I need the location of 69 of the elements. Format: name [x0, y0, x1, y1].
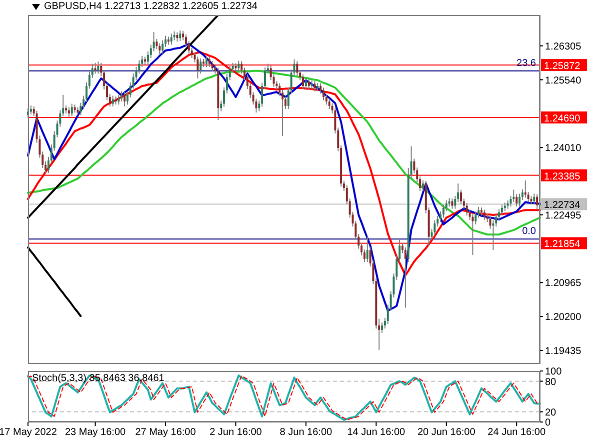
- candlestick: [200, 58, 202, 74]
- candlestick: [68, 106, 70, 118]
- candlestick: [442, 204, 444, 218]
- candlestick: [211, 60, 214, 72]
- candlestick: [422, 180, 424, 192]
- candlestick: [500, 204, 503, 216]
- ref-line-label: 1.24690: [544, 113, 581, 124]
- y-tick-label: 1.24010: [545, 143, 582, 154]
- candlestick: [158, 42, 161, 55]
- candlestick: [322, 87, 324, 101]
- candlestick: [70, 103, 73, 117]
- line-series: [27, 51, 541, 276]
- candlestick: [179, 30, 182, 42]
- candlestick: [466, 202, 468, 216]
- x-tick-label: 23 May 16:00: [64, 427, 126, 438]
- y-tick-label: 1.25540: [545, 75, 582, 86]
- y-tick-label: 80: [545, 376, 557, 388]
- ref-line-label: 1.25872: [544, 61, 581, 72]
- candlestick: [205, 56, 208, 68]
- y-tick-label: 1.20965: [545, 278, 582, 290]
- candlestick: [196, 56, 199, 79]
- x-tick-label: 27 May 16:00: [135, 427, 196, 438]
- x-tick-label: 17 May 2022: [0, 427, 58, 438]
- candlestick: [208, 56, 210, 68]
- x-tick-label: 20 Jun 16:00: [417, 427, 476, 438]
- line-series: [27, 15, 220, 219]
- candlestick: [304, 78, 307, 90]
- candlestick: [366, 236, 368, 263]
- ref-line-label: 1.21854: [544, 239, 581, 250]
- candlestick: [296, 60, 298, 76]
- y-tick-label: 1.20200: [545, 312, 582, 324]
- candlestick: [120, 90, 123, 102]
- candlestick: [118, 94, 120, 106]
- candlestick: [97, 61, 100, 74]
- candlestick: [451, 198, 454, 210]
- ref-line-label: 1.23385: [544, 171, 581, 182]
- candlestick: [162, 40, 164, 54]
- candlestick: [533, 193, 536, 205]
- candlestick: [94, 62, 96, 74]
- candlestick: [483, 209, 486, 220]
- candlestick: [170, 33, 172, 46]
- candlestick: [302, 74, 304, 90]
- candlestick: [314, 80, 316, 92]
- candlestick: [518, 193, 521, 208]
- ref-line-label: 1.22734: [544, 200, 581, 212]
- x-tick-label: 8 Jun 16:00: [280, 427, 333, 438]
- line-series: [27, 246, 82, 318]
- x-tick-label: 24 Jun 16:00: [488, 427, 546, 438]
- annotation: 0.0: [522, 226, 536, 238]
- y-tick-label: 1.19435: [545, 346, 582, 358]
- candlestick: [308, 78, 310, 90]
- x-tick-label: 14 Jun 16:00: [347, 427, 406, 438]
- candlestick: [124, 92, 126, 107]
- candlestick: [112, 95, 114, 107]
- candlestick: [381, 322, 384, 334]
- y-tick-label: 1.22495: [545, 210, 582, 222]
- candlestick: [516, 194, 518, 208]
- chart-title: GBPUSD,H4 1.22713 1.22832 1.22605 1.22734: [44, 1, 258, 13]
- y-tick-label: 1.26305: [545, 41, 582, 52]
- x-tick-label: 2 Jun 16:00: [210, 427, 262, 438]
- candlestick: [328, 98, 330, 110]
- candlestick: [238, 60, 240, 72]
- candlestick: [434, 220, 436, 236]
- candlestick: [472, 214, 474, 256]
- y-tick-label: 0: [545, 418, 551, 429]
- candlestick: [176, 32, 178, 42]
- y-tick-label: 20: [545, 407, 557, 418]
- y-tick-label: 100: [545, 366, 562, 378]
- candlestick: [404, 246, 406, 308]
